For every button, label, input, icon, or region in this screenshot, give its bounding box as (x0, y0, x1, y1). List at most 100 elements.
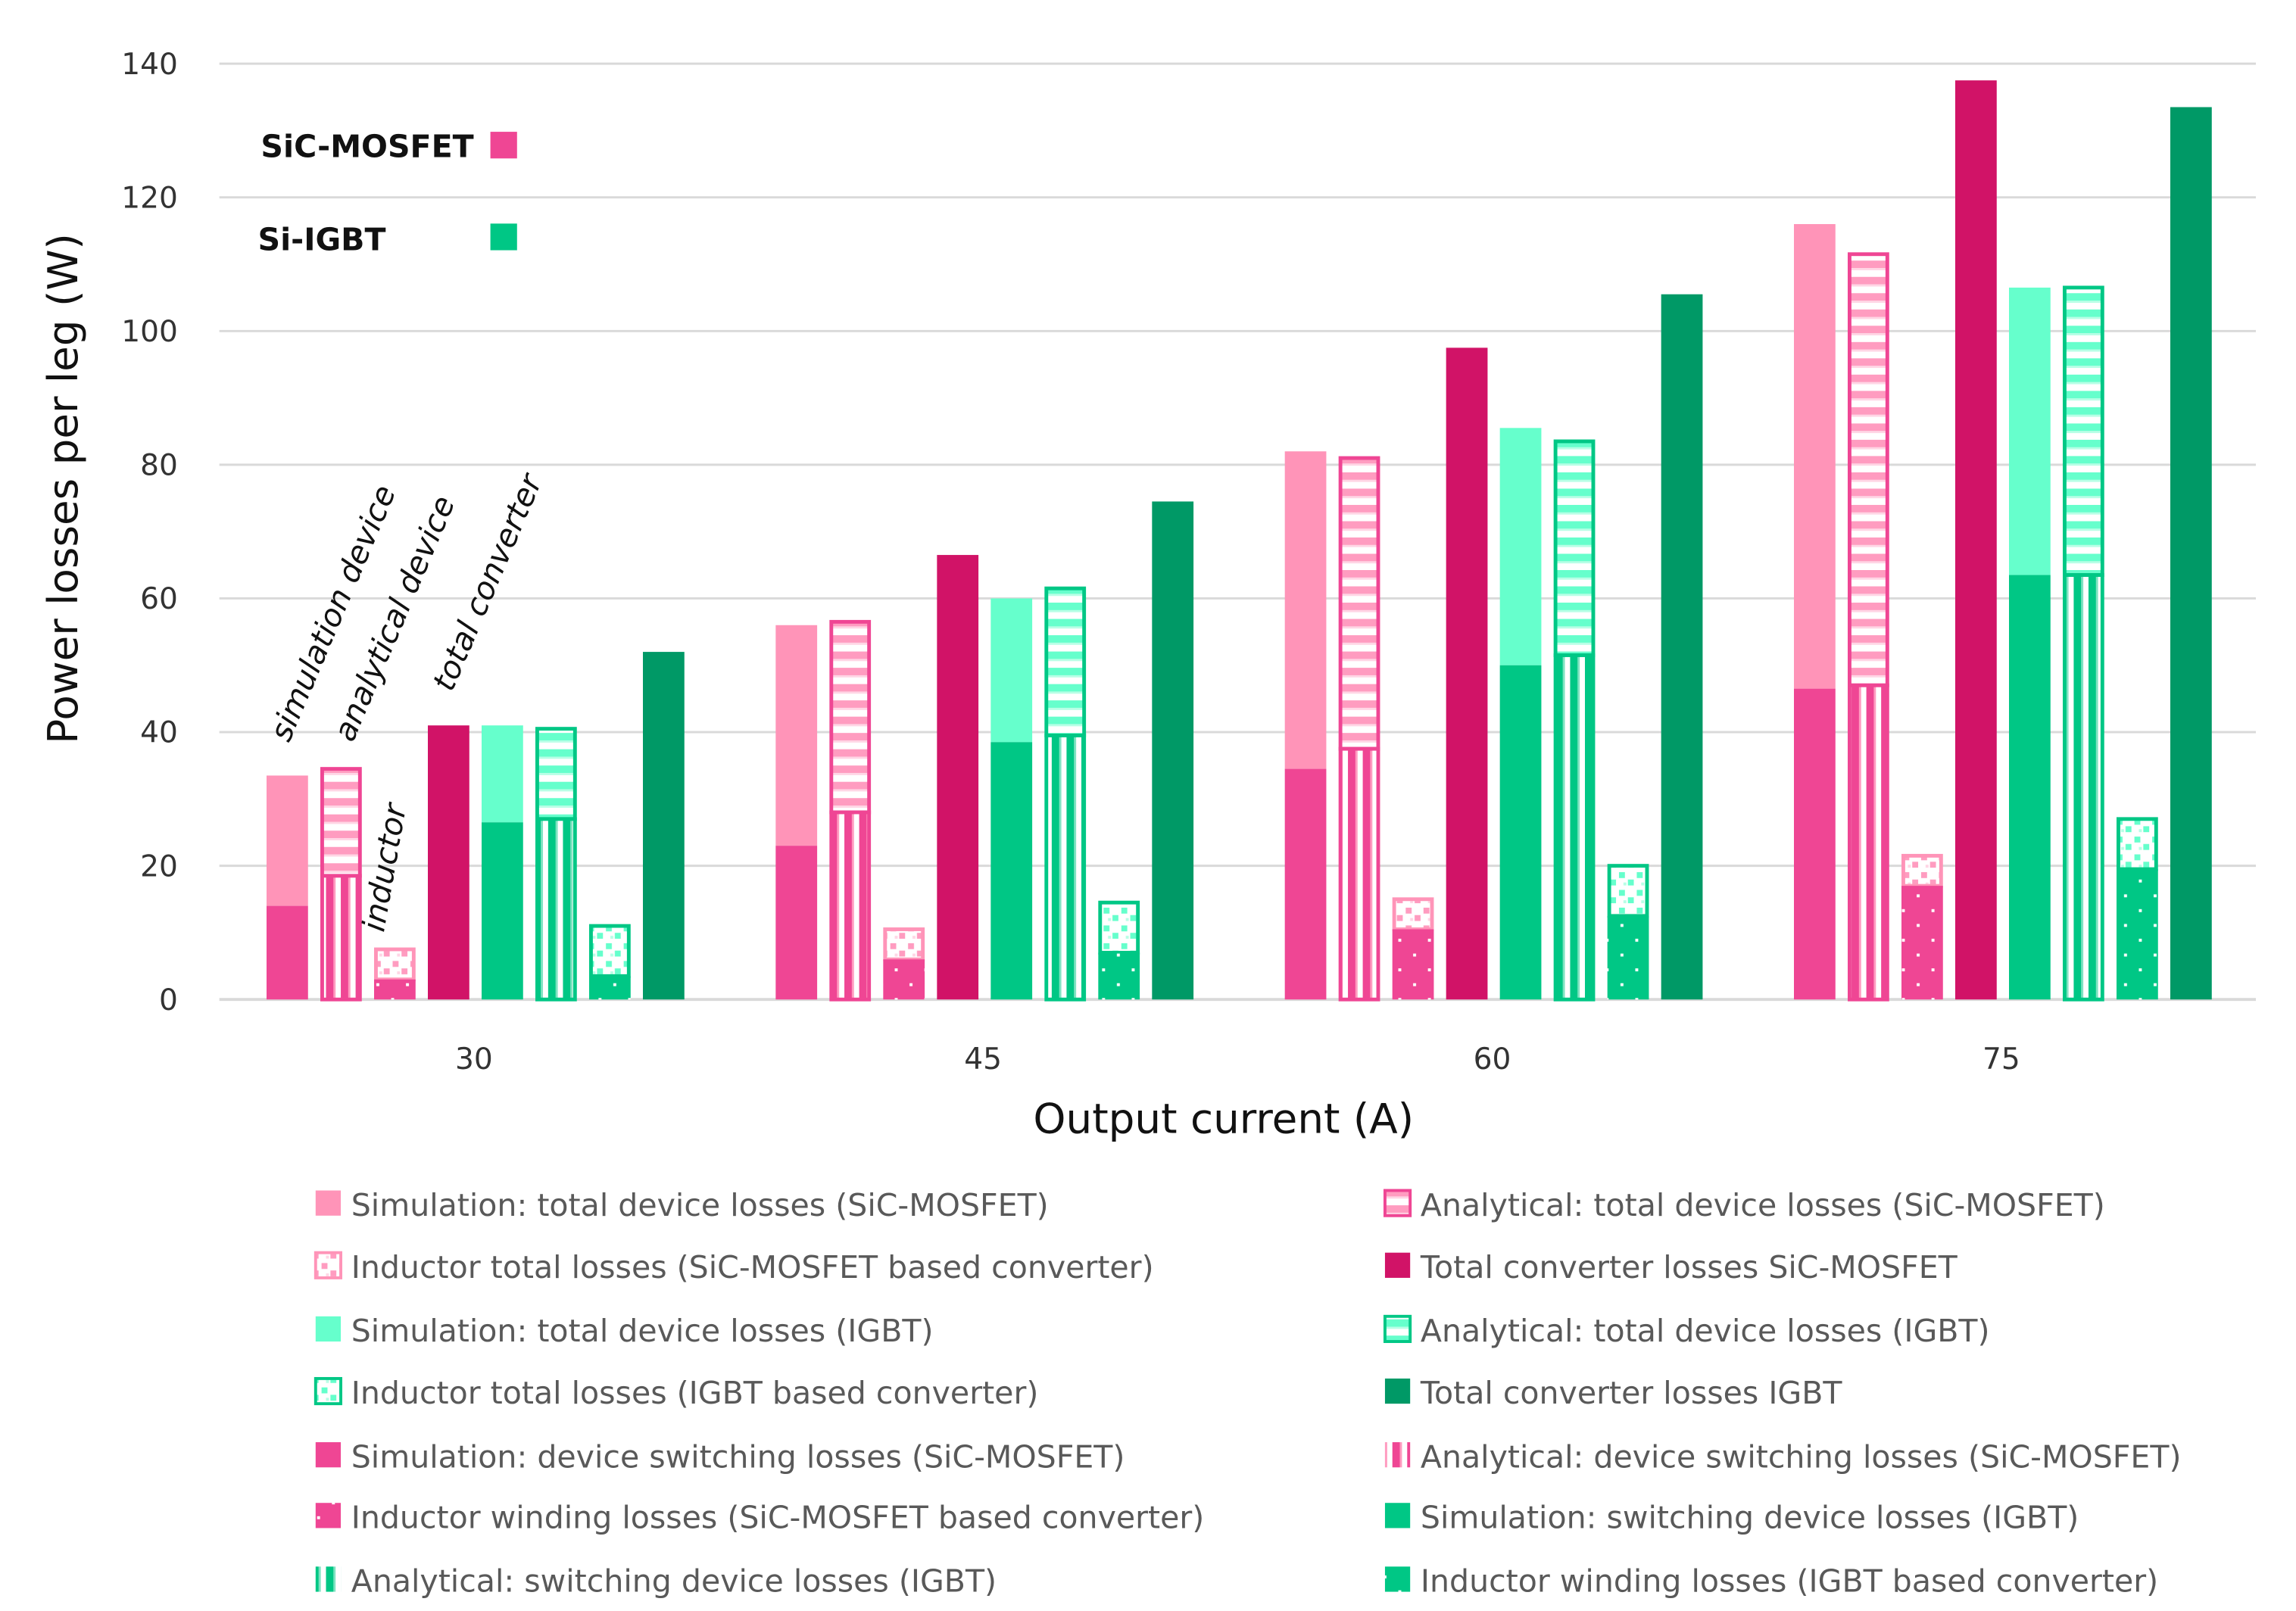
bar-sim-switching-igbt (990, 742, 1033, 1000)
bar-analytical-total-sic (829, 619, 872, 815)
bar-inductor-winding-igbt (1098, 952, 1140, 1000)
x-tick-label: 30 (455, 1042, 493, 1077)
y-axis-title: Power losses per leg (W) (39, 233, 87, 744)
bar-inductor-winding-igbt (2117, 869, 2158, 1000)
legend-swatch (314, 1251, 343, 1279)
device-key: SiC-MOSFET Si-IGBT (258, 128, 517, 258)
legend-swatch (315, 1503, 342, 1528)
legend-swatch (315, 1566, 342, 1592)
legend-label: Simulation: device switching losses (SiC… (351, 1438, 1125, 1475)
legend-swatch (1384, 1252, 1411, 1278)
legend-swatch (315, 1190, 342, 1216)
bar-inductor-total-sic (1901, 853, 1943, 888)
bar-sim-switching-sic (267, 905, 308, 1000)
bar-inductor-total-igbt (1098, 900, 1140, 955)
bar-inductor-winding-sic (374, 979, 416, 1000)
bar-sim-total-igbt (1499, 428, 1542, 665)
bar-total-converter-sic (937, 555, 979, 1000)
bar-sim-total-sic (1794, 224, 1836, 689)
legend-item: Simulation: total device losses (IGBT) (315, 1313, 934, 1349)
bar-analytical-total-sic (1338, 456, 1380, 751)
x-tick-label: 75 (1982, 1042, 2020, 1077)
x-axis-ticks: 30 45 60 75 (455, 1042, 2020, 1077)
legend-swatch (314, 1376, 343, 1406)
y-tick-label: 40 (140, 716, 178, 750)
bar-analytical-total-igbt (1553, 439, 1596, 657)
device-key-igbt-swatch (490, 223, 517, 251)
device-key-igbt: Si-IGBT (258, 222, 386, 258)
bar-analytical-switching-igbt (535, 817, 577, 1002)
legend-swatch (1384, 1442, 1411, 1468)
y-tick-label: 60 (140, 582, 178, 616)
legend-label: Analytical: total device losses (IGBT) (1421, 1313, 1990, 1349)
bar-analytical-total-sic (320, 767, 362, 878)
bar-inductor-total-sic (1392, 897, 1434, 931)
legend-label: Inductor winding losses (IGBT based conv… (1421, 1563, 2158, 1600)
bar-sim-total-sic (775, 625, 818, 846)
bar-sim-switching-igbt (481, 822, 523, 1000)
bar-sim-total-igbt (990, 598, 1033, 743)
legend-item: Total converter losses IGBT (1384, 1375, 1842, 1411)
legend-label: Inductor total losses (IGBT based conver… (351, 1375, 1039, 1411)
bar-total-converter-sic (1955, 80, 1997, 1000)
legend-label: Analytical: total device losses (SiC-MOS… (1421, 1187, 2105, 1223)
legend-item: Simulation: device switching losses (SiC… (315, 1438, 1125, 1475)
legend-label: Total converter losses SiC-MOSFET (1420, 1249, 1958, 1285)
legend-label: Analytical: device switching losses (SiC… (1421, 1438, 2182, 1475)
bar-total-converter-sic (428, 725, 469, 1000)
legend-swatch (1383, 1314, 1412, 1343)
bar-analytical-total-igbt (1044, 586, 1087, 737)
legend-swatch (315, 1442, 342, 1468)
bar-total-converter-igbt (2170, 107, 2212, 1000)
legend-swatch (1383, 1189, 1412, 1217)
legend-item: Analytical: total device losses (SiC-MOS… (1383, 1187, 2105, 1223)
bar-sim-switching-sic (1284, 768, 1327, 1000)
bar-inductor-winding-igbt (588, 976, 631, 1000)
legend-swatch (1384, 1378, 1411, 1404)
bar-analytical-total-sic (1848, 252, 1889, 687)
y-tick-label: 100 (121, 315, 178, 349)
y-axis-ticks: 0 20 40 60 80 100 120 140 (121, 48, 178, 1017)
y-tick-label: 140 (121, 48, 178, 82)
bar-sim-total-sic (1284, 451, 1327, 769)
legend-item: Inductor winding losses (IGBT based conv… (1384, 1563, 2158, 1600)
legend-label: Simulation: total device losses (IGBT) (351, 1313, 934, 1349)
bar-inductor-total-igbt (2117, 817, 2158, 871)
legend-swatch (1384, 1566, 1411, 1592)
x-tick-label: 45 (964, 1042, 1002, 1077)
legend-label: Inductor winding losses (SiC-MOSFET base… (351, 1499, 1205, 1535)
bar-analytical-switching-sic (1338, 746, 1380, 1002)
legend-label: Inductor total losses (SiC-MOSFET based … (351, 1249, 1154, 1285)
legend-swatch (1384, 1503, 1411, 1528)
bar-total-converter-igbt (1661, 294, 1703, 1000)
device-key-sic-swatch (490, 132, 517, 159)
legend-item: Total converter losses SiC-MOSFET (1384, 1249, 1958, 1285)
legend-item: Simulation: total device losses (SiC-MOS… (315, 1187, 1049, 1223)
bar-sim-switching-sic (1794, 688, 1836, 1000)
legend-label: Analytical: switching device losses (IGB… (351, 1563, 997, 1600)
bar-inductor-winding-sic (883, 959, 925, 1000)
legend-swatch (315, 1316, 342, 1342)
bar-inductor-total-igbt (1607, 864, 1649, 918)
bar-inductor-total-sic (374, 947, 416, 982)
x-axis-title: Output current (A) (1033, 1094, 1414, 1142)
bar-sim-total-igbt (481, 725, 523, 823)
legend-item: Analytical: switching device losses (IGB… (315, 1563, 997, 1600)
bar-inductor-total-igbt (588, 924, 631, 978)
y-tick-label: 80 (140, 449, 178, 483)
bar-analytical-total-igbt (2063, 285, 2104, 577)
y-tick-label: 120 (121, 181, 178, 215)
y-tick-label: 0 (159, 983, 178, 1017)
bar-analytical-total-igbt (535, 727, 577, 821)
legend-item: Analytical: total device losses (IGBT) (1383, 1313, 1990, 1349)
bar-inductor-winding-igbt (1607, 915, 1649, 1000)
legend-item: Inductor total losses (IGBT based conver… (314, 1375, 1039, 1411)
bar-sim-switching-igbt (1499, 665, 1542, 1000)
bars (267, 80, 2212, 1002)
y-tick-label: 20 (140, 849, 178, 883)
bar-total-converter-igbt (642, 652, 685, 1000)
bar-analytical-switching-igbt (1044, 734, 1087, 1002)
bar-total-converter-igbt (1152, 501, 1194, 1000)
bar-sim-switching-igbt (2009, 575, 2051, 1000)
